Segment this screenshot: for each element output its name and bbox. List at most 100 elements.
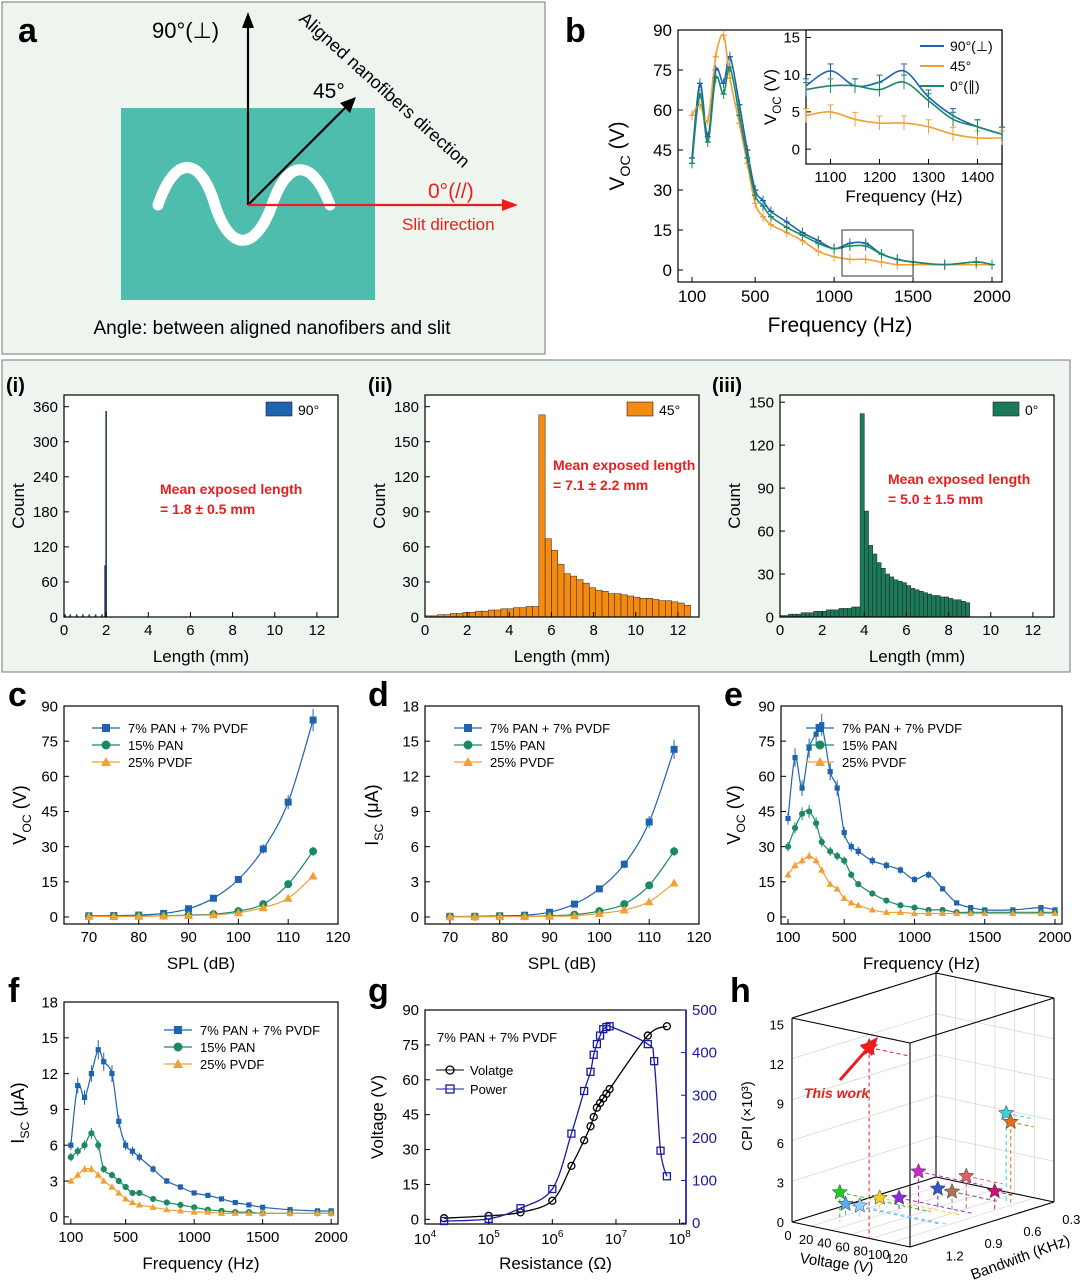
hii-bar <box>551 550 559 618</box>
h-ytick-label: 15 <box>770 1018 784 1033</box>
hii-ytick-label: 30 <box>402 574 419 591</box>
e-legend-label: 25% PVDF <box>842 755 906 770</box>
hiii-bar <box>864 510 869 618</box>
e-point <box>968 904 974 911</box>
hiii-bar <box>813 611 819 618</box>
hii-xtick-label: 6 <box>547 622 555 639</box>
e-point <box>791 861 799 868</box>
f-point <box>205 1192 211 1198</box>
d-point <box>520 911 530 920</box>
e-ytick-label: 45 <box>758 804 775 821</box>
d-xtick-label: 80 <box>491 929 508 946</box>
hi-ylabel: Count <box>9 483 28 529</box>
f-point <box>191 1204 198 1211</box>
e-point <box>818 838 825 846</box>
e-point <box>806 745 812 751</box>
b-ylabel-sub: OC <box>618 155 634 176</box>
hiii-bar <box>851 606 857 618</box>
hii-bar <box>671 601 679 618</box>
g-title: 7% PAN + 7% PVDF <box>437 1030 557 1045</box>
hiii-plot-bg <box>780 395 1054 617</box>
hii-bar <box>683 605 691 618</box>
h-ytick-label: 6 <box>777 1136 784 1151</box>
c-point <box>234 875 242 883</box>
e-point <box>924 909 933 917</box>
arrowhead-90-icon <box>242 12 254 28</box>
hiii-legend-swatch <box>992 401 1020 417</box>
e-point <box>868 906 876 913</box>
hiii-plot-frame <box>779 394 1055 618</box>
b-inset-ytick-label: 10 <box>783 67 800 84</box>
h-xtick-label: 0 <box>784 1228 791 1243</box>
f-point <box>101 1059 107 1065</box>
hiii-bar <box>880 568 886 618</box>
c-legend-label: 15% PAN <box>128 738 183 753</box>
c-panel-letter: c <box>8 676 27 714</box>
hii-bar <box>506 608 514 618</box>
panel-e: e 100 500 1000 1500 2000 0 15 30 45 60 75 90 Frequenc… <box>724 676 1072 973</box>
c-ytick-label: 30 <box>41 839 58 856</box>
hiii-bar <box>935 595 941 618</box>
h-grid-line <box>870 1193 1015 1240</box>
c-series-line <box>88 719 314 917</box>
e-point <box>806 808 813 815</box>
h-star-side-line <box>1006 1112 1034 1120</box>
panel-a: a 90°(⊥) 45° Aligned nanofibers directio… <box>1 1 546 355</box>
g-xtick-exp: 5 <box>494 1229 500 1240</box>
hiii-ytick-label: 90 <box>757 480 774 497</box>
f-point <box>190 1208 198 1215</box>
hii-bar <box>665 600 672 618</box>
hiii-bar <box>948 598 954 618</box>
hi-xtick-label: 6 <box>186 622 194 639</box>
g-xtick-label: 104 <box>414 1229 437 1248</box>
b-inset-plot-frame <box>805 29 1003 165</box>
h-ylabel: CPI (×10³) <box>739 1081 756 1151</box>
h-ytick-label: 9 <box>777 1097 784 1112</box>
h-panel-letter: h <box>730 972 751 1010</box>
hii-panel-label: (ii) <box>368 375 392 397</box>
d-point <box>569 911 579 920</box>
hi-panel-label: (i) <box>6 375 25 397</box>
c-plot-frame <box>63 705 339 925</box>
hiii-bar <box>834 609 840 618</box>
hii-xtick-label: 2 <box>463 622 471 639</box>
b-ytick-label: 30 <box>653 181 672 200</box>
h-star <box>831 1183 849 1200</box>
h-xtick-label: 40 <box>817 1236 831 1251</box>
hii-bar <box>589 587 596 618</box>
e-point <box>981 909 989 917</box>
g-voltage-point <box>605 1084 614 1094</box>
h-star <box>958 1167 975 1184</box>
hi-bar <box>105 411 107 618</box>
f-xtick-label: 100 <box>58 1229 83 1246</box>
hiii-bar <box>889 576 895 618</box>
d-point <box>620 900 629 909</box>
hii-xtick-label: 4 <box>505 622 513 639</box>
c-legend-marker <box>101 757 111 766</box>
f-point <box>109 1071 115 1077</box>
g-panel-letter: g <box>368 972 389 1010</box>
d-ylabel-main: I <box>362 841 382 846</box>
hii-ytick-label: 150 <box>394 434 419 451</box>
h-xtick-label: 20 <box>799 1232 813 1247</box>
hiii-bar <box>918 590 924 618</box>
c-ylabel-main: V <box>10 833 30 845</box>
e-xtick-label: 100 <box>776 929 801 946</box>
e-series-line <box>787 810 1055 914</box>
f-xtick-label: 2000 <box>314 1229 347 1246</box>
f-point <box>115 1189 123 1196</box>
f-point <box>100 1165 107 1173</box>
hiii-bar <box>952 599 958 618</box>
f-point <box>217 1209 226 1216</box>
hii-annotation-title: Mean exposed length <box>553 457 695 473</box>
d-ylabel: ISC (μA) <box>362 784 386 845</box>
hii-plot-frame <box>424 394 700 618</box>
e-legend-marker <box>815 757 825 766</box>
f-point <box>136 1189 143 1197</box>
hi-ytick-label: 240 <box>33 469 58 486</box>
e-point <box>813 820 820 827</box>
hi-annotation-value: = 1.8 ± 0.5 mm <box>160 501 255 517</box>
f-point <box>80 1165 89 1172</box>
